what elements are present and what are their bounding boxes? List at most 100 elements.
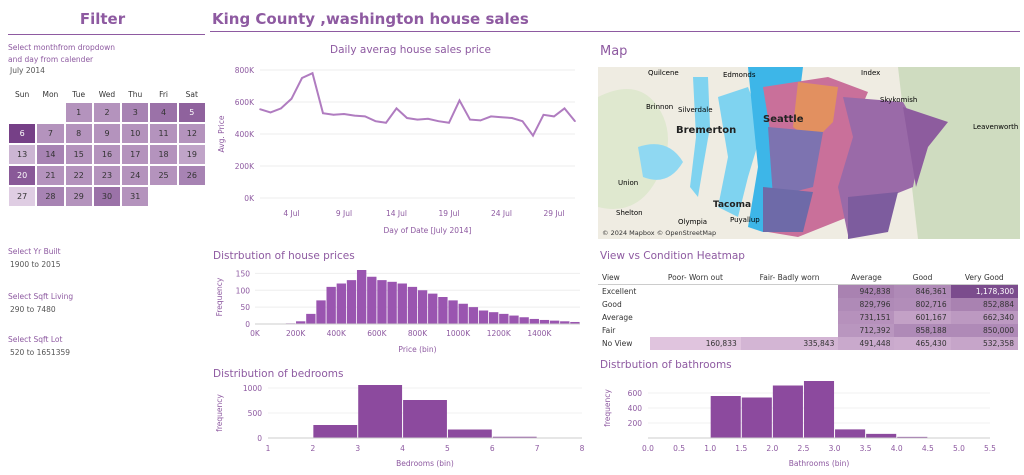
histogram-bar [897, 436, 928, 438]
calendar-day[interactable]: 20 [8, 165, 37, 186]
calendar-day[interactable]: 12 [177, 123, 206, 144]
calendar-day[interactable]: 8 [64, 123, 93, 144]
line-point [395, 107, 398, 110]
price-hist-title: Distrbution of house prices [213, 250, 355, 262]
map-label: Puyallup [730, 216, 760, 224]
title-divider [210, 31, 1020, 32]
y-tick-label: 0 [245, 320, 250, 329]
calendar-day[interactable]: 4 [149, 102, 178, 123]
calendar-day[interactable]: 29 [64, 186, 93, 207]
yr-built-slider[interactable]: 1900 to 2015 [10, 260, 61, 269]
calendar-day[interactable]: 6 [8, 123, 37, 144]
x-axis-label: Bedrooms (bin) [396, 459, 454, 468]
calendar-day[interactable]: 9 [92, 123, 122, 144]
calendar-day[interactable]: 27 [8, 186, 37, 207]
heatmap-row: Fair 712,392 858,188 850,000 [598, 324, 1018, 337]
heatmap-cell [650, 298, 741, 311]
price-bar [326, 286, 336, 324]
map-label: Bremerton [676, 125, 736, 136]
south-king [768, 127, 823, 197]
heatmap-cell: 850,000 [950, 324, 1018, 337]
y-axis-label: Frequency [215, 277, 224, 316]
price-bar [478, 310, 489, 324]
price-bar [296, 321, 306, 324]
price-bar [377, 280, 387, 324]
line-point [301, 77, 303, 79]
line-point [427, 118, 429, 120]
line-point [479, 119, 482, 122]
price-bar [306, 313, 316, 324]
calendar-day[interactable]: 28 [36, 186, 65, 207]
histogram-bar [313, 425, 358, 438]
calendar-day[interactable]: 3 [121, 102, 150, 123]
x-axis-label: Bathrooms (bin) [789, 459, 850, 468]
daily-price-line-chart: 0K 200K 400K 600K 800K 4 Jul 9 Jul 14 Jul 19 Jul… [217, 66, 576, 235]
line-point [563, 107, 566, 110]
calendar-day[interactable]: 30 [92, 186, 122, 207]
line-point [290, 98, 293, 100]
histogram-bar [835, 429, 866, 438]
line-point [311, 72, 314, 74]
line-point [385, 122, 387, 124]
y-tick-label: 600K [235, 98, 255, 107]
sqft-lot-label: Select Sqft Lot [8, 335, 63, 344]
weekday-label: Sun [15, 90, 30, 99]
calendar: Sun Mon Tue Wed Thu Fri Sat 1 2 3 4 5 6 7 8 9 10 11 12 13 1… [8, 88, 206, 207]
x-tick-label: 0K [250, 329, 261, 338]
month-dropdown[interactable]: July 2014 [10, 66, 45, 75]
calendar-day[interactable]: 11 [149, 123, 178, 144]
map-label: Index [861, 69, 880, 77]
x-tick-label: 29 Jul [544, 209, 565, 218]
calendar-day[interactable]: 5 [177, 102, 206, 123]
map-label: Brinnon [646, 103, 673, 111]
calendar-day[interactable]: 16 [92, 144, 122, 165]
calendar-day[interactable]: 18 [149, 144, 178, 165]
heatmap-cell [650, 311, 741, 324]
calendar-day[interactable]: 31 [121, 186, 150, 207]
calendar-day[interactable]: 26 [177, 165, 206, 186]
x-axis-label: Price (bin) [398, 345, 436, 354]
x-tick-label: 8 [580, 444, 585, 453]
line-point [511, 117, 513, 119]
calendar-week: 13 14 15 16 17 18 19 [8, 144, 206, 165]
calendar-day[interactable]: 13 [8, 144, 37, 165]
calendar-day[interactable]: 14 [36, 144, 65, 165]
x-tick-label: 9 Jul [336, 209, 352, 218]
histogram-bar [403, 400, 447, 438]
map-label: Union [618, 179, 638, 187]
map-view[interactable]: Quilcene Edmonds Index Brinnon Silverdal… [598, 67, 1020, 239]
weekday-label: Tue [72, 90, 86, 99]
calendar-day[interactable]: 7 [36, 123, 65, 144]
calendar-day[interactable]: 1 [64, 102, 93, 123]
calendar-day[interactable]: 22 [64, 165, 93, 186]
heatmap-cell: 942,838 [838, 284, 895, 298]
heatmap-header: View Poor- Worn out Fair- Badly worn Averag… [598, 271, 1018, 285]
map-title: Map [600, 44, 628, 59]
heatmap-cell: 160,833 [650, 337, 741, 350]
calendar-day[interactable]: 23 [92, 165, 122, 186]
calendar-day[interactable]: 25 [149, 165, 178, 186]
x-tick-label: 1 [266, 444, 271, 453]
price-bar [468, 307, 479, 324]
calendar-day[interactable]: 17 [121, 144, 150, 165]
line-chart-title: Daily averag house sales price [330, 44, 491, 56]
calendar-day[interactable]: 19 [177, 144, 206, 165]
line-point [458, 99, 461, 102]
calendar-day[interactable]: 2 [92, 102, 122, 123]
calendar-day[interactable]: 10 [121, 123, 150, 144]
calendar-day[interactable]: 15 [64, 144, 93, 165]
heatmap-cell [650, 324, 741, 337]
line-point [353, 114, 356, 117]
sqft-lot-slider[interactable]: 520 to 1651359 [10, 348, 71, 357]
calendar-empty-cell [8, 102, 37, 123]
sqft-living-label: Select Sqft Living [8, 292, 74, 301]
calendar-day[interactable]: 21 [36, 165, 65, 186]
sqft-living-slider[interactable]: 290 to 7480 [10, 305, 56, 314]
heatmap-cell: 662,340 [950, 311, 1018, 324]
x-tick-label: 0.5 [673, 444, 685, 453]
heatmap-body: Excellent 942,838 846,361 1,178,300 Good 829,… [598, 284, 1018, 350]
king-county-east [903, 107, 948, 187]
heatmap-cell: 335,843 [740, 337, 839, 350]
price-bar [448, 300, 458, 324]
calendar-day[interactable]: 24 [121, 165, 150, 186]
